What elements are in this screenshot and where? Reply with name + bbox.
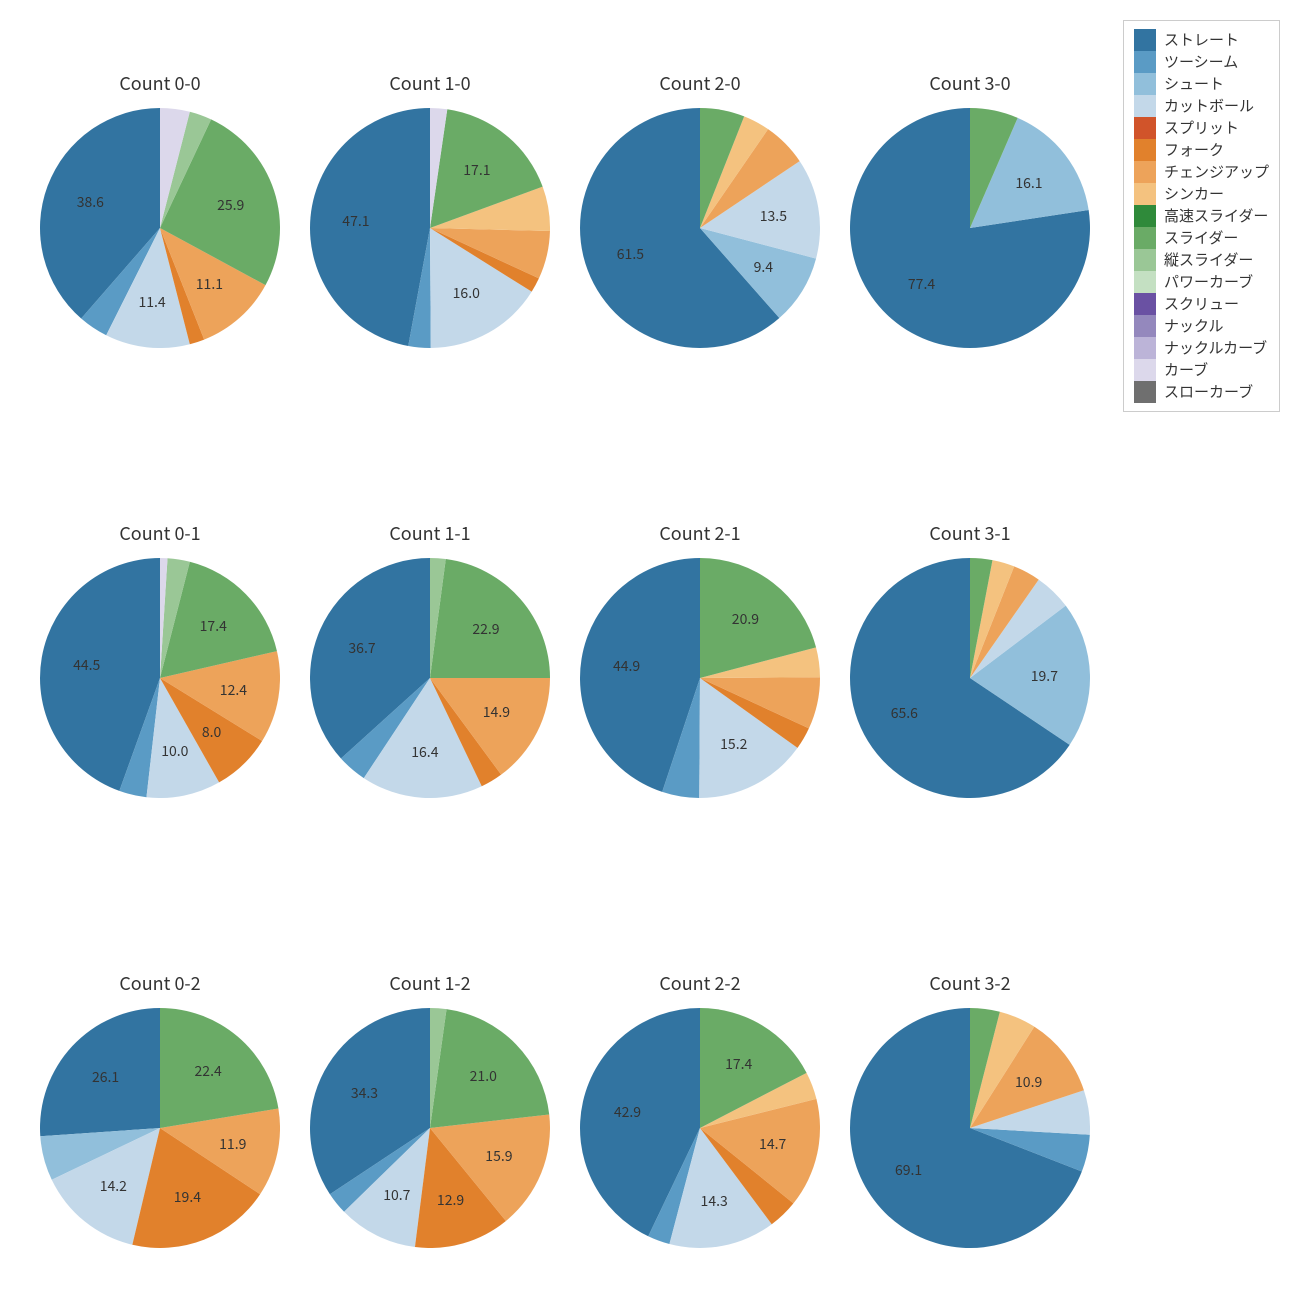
legend-item-knuckle_curve: ナックルカーブ — [1134, 337, 1269, 359]
pie-chart-count-3-0: Count 3-0 77.416.1 — [850, 70, 1090, 348]
legend-swatch — [1134, 227, 1156, 249]
legend-item-fast_slider: 高速スライダー — [1134, 205, 1269, 227]
chart-title: Count 3-2 — [850, 970, 1090, 996]
legend-label: シュート — [1164, 73, 1224, 95]
legend-swatch — [1134, 161, 1156, 183]
pie-chart-count-3-1: Count 3-1 65.619.7 — [850, 520, 1090, 798]
legend-item-power_curve: パワーカーブ — [1134, 271, 1269, 293]
legend-label: ツーシーム — [1164, 51, 1238, 73]
pie: 44.510.08.012.417.4 — [40, 558, 280, 798]
pie: 61.59.413.5 — [580, 108, 820, 348]
chart-title: Count 1-1 — [310, 520, 550, 546]
legend-swatch — [1134, 337, 1156, 359]
legend-swatch — [1134, 293, 1156, 315]
pie-chart-count-0-1: Count 0-1 44.510.08.012.417.4 — [40, 520, 280, 798]
pie-chart-count-1-2: Count 1-2 34.310.712.915.921.0 — [310, 970, 550, 1248]
legend-item-shoot: シュート — [1134, 73, 1269, 95]
legend-swatch — [1134, 315, 1156, 337]
pie-chart-count-1-0: Count 1-0 47.116.017.1 — [310, 70, 550, 348]
pie-chart-count-2-0: Count 2-0 61.59.413.5 — [580, 70, 820, 348]
pie: 69.110.9 — [850, 1008, 1090, 1248]
slice-slider — [430, 559, 550, 678]
legend-label: チェンジアップ — [1164, 161, 1269, 183]
legend-label: パワーカーブ — [1164, 271, 1253, 293]
legend-item-changeup: チェンジアップ — [1134, 161, 1269, 183]
legend-swatch — [1134, 117, 1156, 139]
legend-item-sinker: シンカー — [1134, 183, 1269, 205]
legend-label: カーブ — [1164, 359, 1208, 381]
pie: 42.914.314.717.4 — [580, 1008, 820, 1248]
pie-chart-count-3-2: Count 3-2 69.110.9 — [850, 970, 1090, 1248]
legend-item-slider: スライダー — [1134, 227, 1269, 249]
legend-label: フォーク — [1164, 139, 1224, 161]
legend: ストレートツーシームシュートカットボールスプリットフォークチェンジアップシンカー… — [1123, 20, 1280, 412]
legend-label: スプリット — [1164, 117, 1239, 139]
legend-item-curve: カーブ — [1134, 359, 1269, 381]
legend-item-knuckle: ナックル — [1134, 315, 1269, 337]
chart-title: Count 1-2 — [310, 970, 550, 996]
pie: 77.416.1 — [850, 108, 1090, 348]
legend-label: ナックルカーブ — [1164, 337, 1267, 359]
pie: 44.915.220.9 — [580, 558, 820, 798]
chart-title: Count 0-1 — [40, 520, 280, 546]
pie-chart-count-1-1: Count 1-1 36.716.414.922.9 — [310, 520, 550, 798]
legend-item-screw: スクリュー — [1134, 293, 1269, 315]
legend-label: スローカーブ — [1164, 381, 1253, 403]
legend-label: スクリュー — [1164, 293, 1239, 315]
legend-label: 高速スライダー — [1164, 205, 1268, 227]
pie: 38.611.411.125.9 — [40, 108, 280, 348]
legend-swatch — [1134, 29, 1156, 51]
pie: 65.619.7 — [850, 558, 1090, 798]
legend-swatch — [1134, 51, 1156, 73]
slice-straight — [310, 108, 430, 346]
legend-label: シンカー — [1164, 183, 1224, 205]
legend-item-fork: フォーク — [1134, 139, 1269, 161]
legend-label: スライダー — [1164, 227, 1238, 249]
chart-title: Count 3-1 — [850, 520, 1090, 546]
chart-title: Count 0-2 — [40, 970, 280, 996]
legend-item-slow_curve: スローカーブ — [1134, 381, 1269, 403]
legend-item-vert_slider: 縦スライダー — [1134, 249, 1269, 271]
legend-swatch — [1134, 183, 1156, 205]
chart-title: Count 0-0 — [40, 70, 280, 96]
legend-swatch — [1134, 95, 1156, 117]
legend-swatch — [1134, 359, 1156, 381]
legend-item-split: スプリット — [1134, 117, 1269, 139]
legend-label: 縦スライダー — [1164, 249, 1253, 271]
legend-swatch — [1134, 73, 1156, 95]
slice-slider — [160, 1008, 278, 1128]
legend-swatch — [1134, 249, 1156, 271]
chart-title: Count 3-0 — [850, 70, 1090, 96]
pie: 34.310.712.915.921.0 — [310, 1008, 550, 1248]
chart-title: Count 1-0 — [310, 70, 550, 96]
figure-canvas: Count 0-0 38.611.411.125.9 Count 1-0 47.116… — [0, 0, 1300, 1300]
legend-swatch — [1134, 205, 1156, 227]
legend-swatch — [1134, 139, 1156, 161]
chart-title: Count 2-2 — [580, 970, 820, 996]
pie-chart-count-2-1: Count 2-1 44.915.220.9 — [580, 520, 820, 798]
pie: 26.114.219.411.922.4 — [40, 1008, 280, 1248]
chart-title: Count 2-0 — [580, 70, 820, 96]
legend-label: ナックル — [1164, 315, 1224, 337]
pie: 36.716.414.922.9 — [310, 558, 550, 798]
legend-item-two_seam: ツーシーム — [1134, 51, 1269, 73]
pie-chart-count-0-0: Count 0-0 38.611.411.125.9 — [40, 70, 280, 348]
legend-swatch — [1134, 381, 1156, 403]
chart-title: Count 2-1 — [580, 520, 820, 546]
pie-chart-count-0-2: Count 0-2 26.114.219.411.922.4 — [40, 970, 280, 1248]
legend-label: ストレート — [1164, 29, 1239, 51]
slice-slider — [430, 1009, 549, 1128]
pie: 47.116.017.1 — [310, 108, 550, 348]
legend-item-straight: ストレート — [1134, 29, 1269, 51]
legend-label: カットボール — [1164, 95, 1254, 117]
legend-swatch — [1134, 271, 1156, 293]
pie-chart-count-2-2: Count 2-2 42.914.314.717.4 — [580, 970, 820, 1248]
legend-item-cutball: カットボール — [1134, 95, 1269, 117]
slice-straight — [40, 1008, 160, 1136]
